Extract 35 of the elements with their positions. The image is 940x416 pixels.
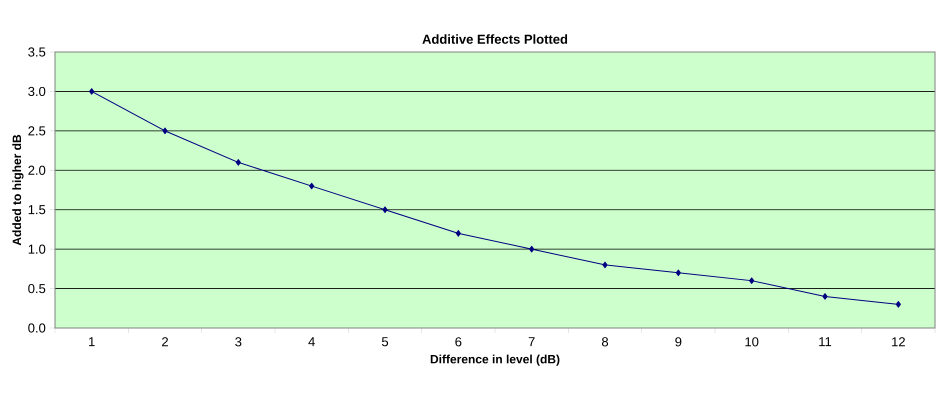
point: [309, 182, 314, 190]
x-tick-label: 3: [235, 337, 242, 346]
x-tick-label: 11: [819, 337, 832, 346]
x-tick-label: 1: [89, 337, 95, 346]
x-tick-label: 6: [455, 337, 462, 346]
point: [456, 230, 461, 237]
y-tick-label: 3.0: [28, 86, 46, 96]
x-tick-label: 5: [382, 337, 388, 346]
y-tick-label: 0.0: [28, 323, 46, 333]
x-tick-label: 9: [675, 337, 682, 346]
point: [382, 206, 388, 214]
point: [529, 246, 534, 252]
point: [89, 88, 94, 95]
y-tick-label: 0.5: [28, 284, 46, 294]
x-tick-label: 7: [528, 337, 535, 346]
y-tick-label: 1.0: [28, 244, 46, 254]
x-tick-label: 8: [602, 337, 608, 346]
y-axis-title: Added to higher dB: [12, 134, 24, 246]
chart-title: Additive Effects Plotted: [422, 34, 568, 44]
y-tick-label: 1.5: [28, 205, 46, 214]
x-tick-label: 4: [308, 337, 315, 346]
y-tick-label: 3.5: [28, 47, 46, 57]
x-axis-title: Difference in level (dB): [430, 354, 560, 366]
y-tick-label: 2.5: [28, 126, 46, 136]
point: [676, 270, 681, 276]
point: [236, 159, 241, 166]
y-tick-label: 2.0: [28, 166, 46, 175]
point: [602, 262, 608, 268]
point: [749, 277, 754, 284]
point: [162, 128, 168, 134]
x-tick-label: 2: [162, 337, 168, 346]
point: [896, 301, 901, 308]
x-tick-label: 10: [745, 337, 758, 346]
point: [822, 293, 828, 300]
x-tick-label: 12: [892, 337, 905, 346]
